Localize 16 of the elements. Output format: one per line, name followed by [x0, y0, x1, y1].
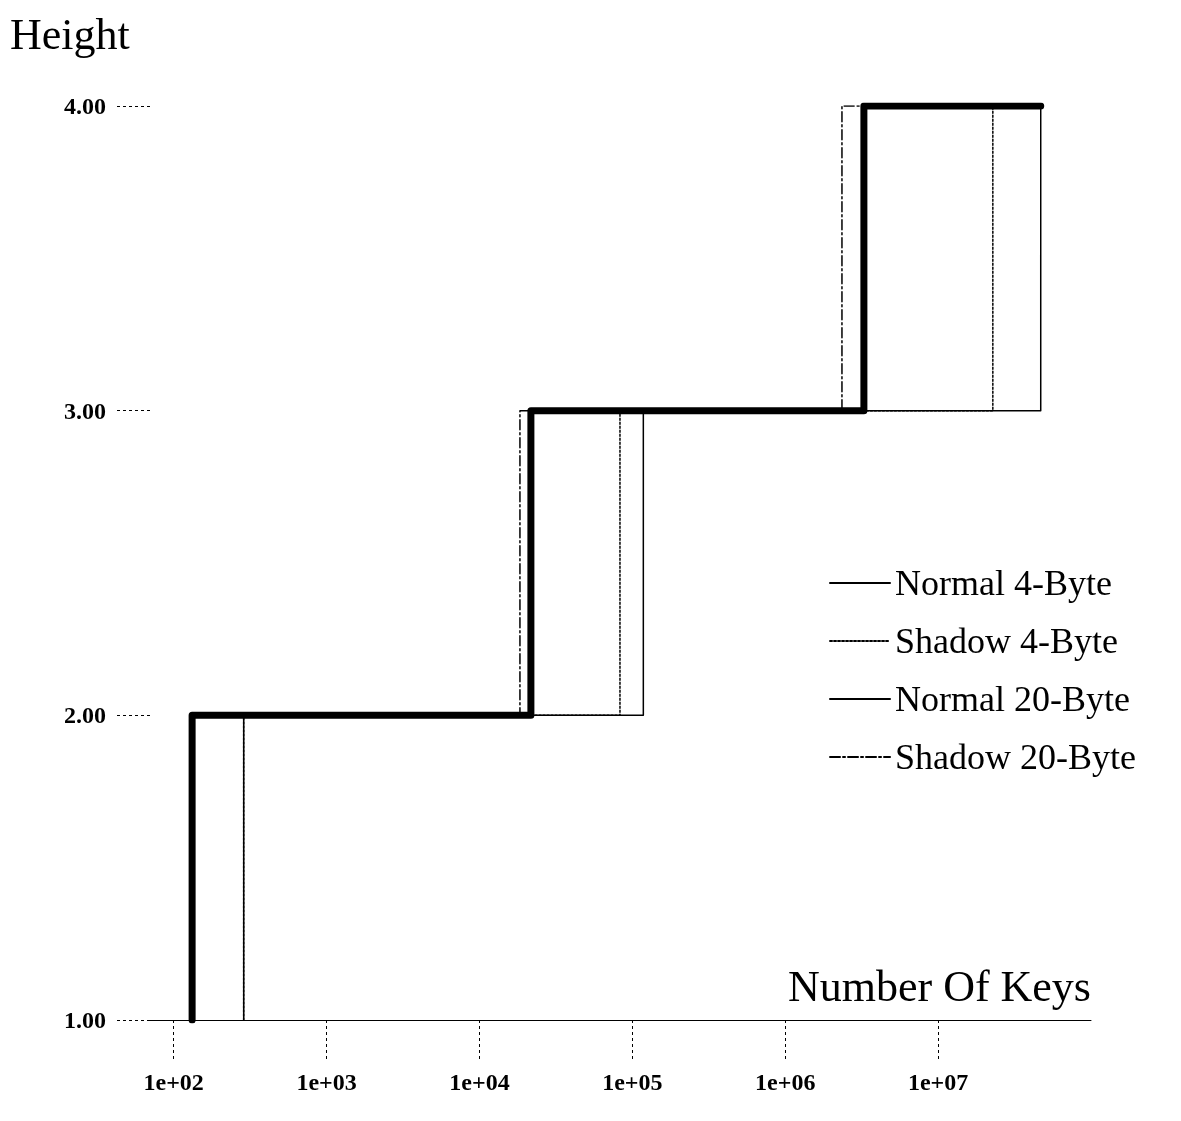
y-tick-label: 2.00	[64, 702, 106, 729]
y-tick-label: 4.00	[64, 93, 106, 119]
legend-label: Shadow 4-Byte	[895, 621, 1119, 661]
x-tick-label: 1e+03	[296, 1069, 357, 1095]
y-axis-title: Height	[10, 9, 130, 59]
y-tick-label: 1.00	[64, 1007, 106, 1033]
x-axis-title: Number Of Keys	[787, 961, 1091, 1011]
y-tick-label: 3.00	[64, 397, 106, 424]
x-tick-label: 1e+05	[602, 1069, 663, 1095]
x-tick-label: 1e+02	[143, 1069, 204, 1095]
legend-label: Normal 4-Byte	[895, 563, 1112, 603]
x-tick-label: 1e+07	[907, 1069, 969, 1095]
x-tick-label: 1e+04	[449, 1069, 510, 1095]
legend-label: Normal 20-Byte	[895, 679, 1130, 719]
x-tick-label: 1e+06	[755, 1069, 816, 1095]
legend-label: Shadow 20-Byte	[895, 737, 1137, 777]
